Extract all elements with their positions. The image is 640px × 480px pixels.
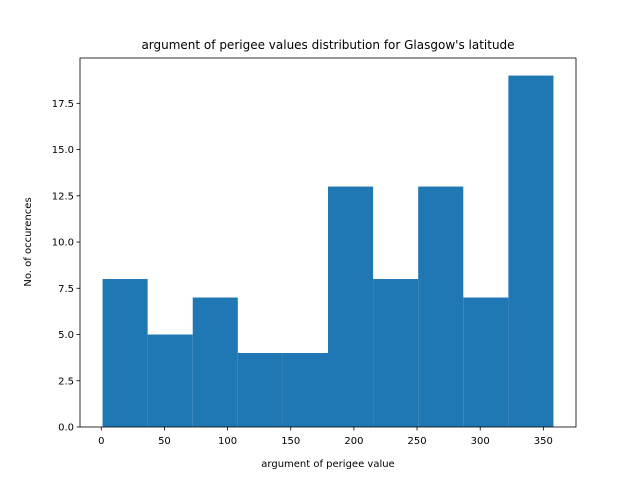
x-tick-label: 350	[534, 436, 553, 447]
histogram-bar-0	[102, 279, 148, 427]
y-tick-label: 12.5	[52, 191, 74, 202]
histogram-bar-7	[418, 186, 464, 427]
histogram-bar-9	[508, 75, 554, 428]
x-tick-label: 0	[98, 436, 104, 447]
histogram-bar-4	[282, 353, 328, 427]
histogram-bar-5	[328, 186, 374, 427]
x-tick-label: 300	[471, 436, 490, 447]
histogram-bar-2	[192, 297, 238, 427]
histogram-bar-3	[237, 353, 283, 427]
y-tick-label: 15.0	[52, 145, 74, 156]
y-tick-label: 0.0	[58, 423, 74, 434]
x-tick-label: 150	[281, 436, 300, 447]
bars-group	[102, 75, 554, 428]
x-axis-label: argument of perigee value	[261, 459, 394, 470]
y-tick-label: 7.5	[58, 284, 74, 295]
histogram-bar-1	[147, 334, 193, 427]
y-axis-ticks: 0.0 2.5 5.0 7.5 10.0 12.5 15.0 17.5	[52, 99, 80, 434]
y-tick-label: 10.0	[52, 238, 74, 249]
y-axis-label: No. of occurences	[23, 197, 34, 286]
chart-title: argument of perigee values distribution …	[141, 38, 514, 52]
plot-frame	[79, 57, 577, 428]
y-tick-label: 2.5	[58, 376, 74, 387]
y-tick-label: 5.0	[58, 330, 74, 341]
x-tick-label: 250	[407, 436, 426, 447]
x-tick-label: 200	[344, 436, 363, 447]
x-tick-label: 50	[158, 436, 171, 447]
x-axis-ticks: 0 50 100 150 200 250 300 350	[98, 427, 553, 447]
y-tick-label: 17.5	[52, 99, 74, 110]
histogram-bar-8	[463, 297, 509, 427]
x-tick-label: 100	[218, 436, 237, 447]
histogram-bar-6	[373, 279, 419, 427]
